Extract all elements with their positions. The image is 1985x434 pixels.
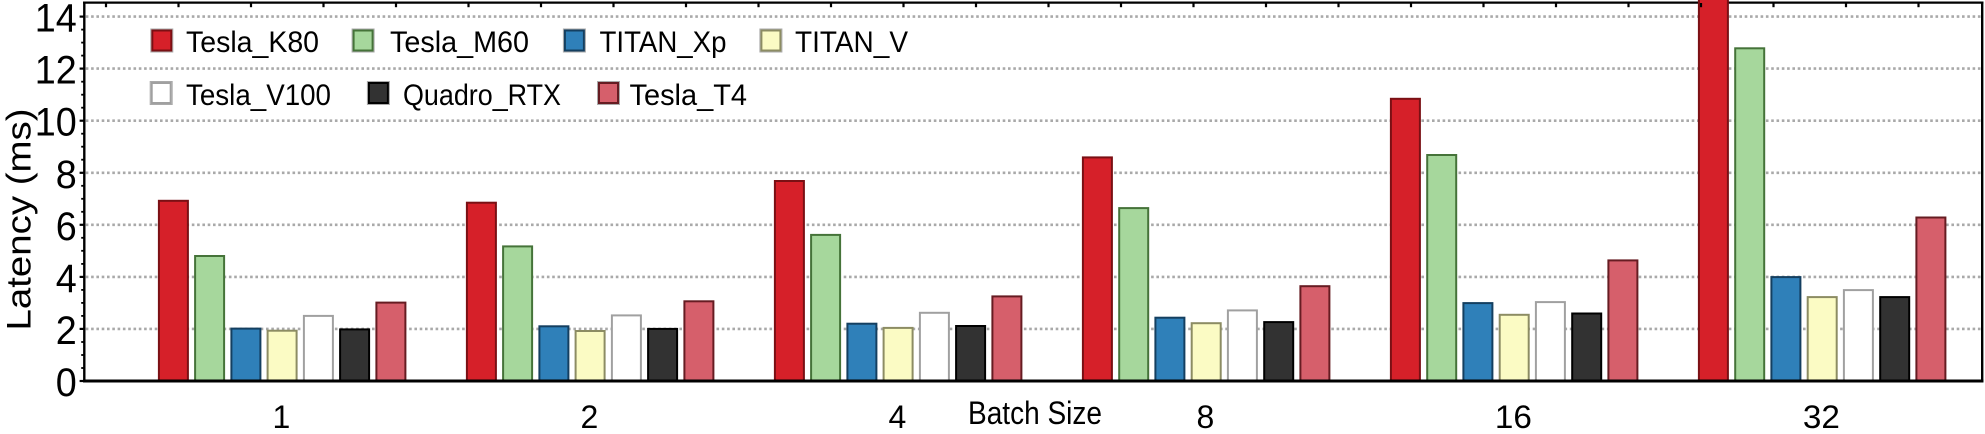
svg-text:Batch Size: Batch Size: [968, 395, 1102, 429]
svg-text:0: 0: [56, 361, 77, 405]
svg-text:4: 4: [56, 257, 77, 301]
svg-text:Quadro_RTX: Quadro_RTX: [403, 79, 561, 112]
svg-text:Latency (ms): Latency (ms): [1, 109, 39, 331]
svg-text:16: 16: [1495, 399, 1532, 429]
svg-text:4: 4: [889, 399, 907, 429]
svg-text:12: 12: [35, 49, 77, 93]
svg-text:10: 10: [35, 101, 77, 145]
svg-text:8: 8: [56, 153, 77, 197]
svg-text:2: 2: [56, 309, 77, 353]
svg-text:2: 2: [581, 399, 599, 429]
svg-text:1: 1: [273, 399, 291, 429]
svg-text:Tesla_V100: Tesla_V100: [186, 79, 331, 112]
svg-text:8: 8: [1197, 399, 1215, 429]
svg-text:TITAN_V: TITAN_V: [795, 26, 908, 59]
svg-text:6: 6: [56, 205, 77, 249]
svg-text:Tesla_K80: Tesla_K80: [186, 26, 319, 59]
svg-text:32: 32: [1803, 399, 1840, 429]
svg-text:TITAN_Xp: TITAN_Xp: [600, 26, 727, 59]
svg-text:14: 14: [35, 0, 77, 41]
svg-text:Tesla_T4: Tesla_T4: [630, 79, 748, 112]
svg-text:Tesla_M60: Tesla_M60: [390, 26, 529, 59]
